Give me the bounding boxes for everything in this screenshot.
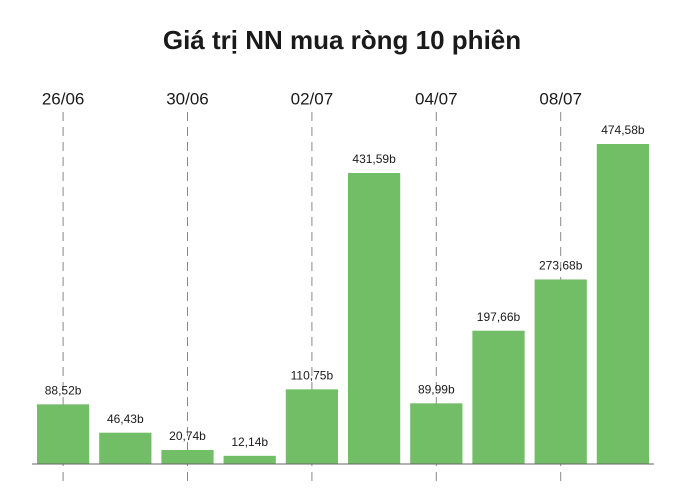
value-label: 273,68b: [539, 259, 583, 273]
bar: [472, 330, 525, 464]
x-tick-label: 26/06: [42, 89, 85, 108]
bar: [534, 279, 587, 464]
value-label: 46,43b: [107, 412, 144, 426]
chart-title: Giá trị NN mua ròng 10 phiên: [163, 25, 521, 55]
x-tick-label: 04/07: [415, 89, 458, 108]
x-tick-label: 02/07: [291, 89, 334, 108]
value-label: 12,14b: [231, 435, 268, 449]
bar: [161, 450, 214, 464]
value-label: 474,58b: [601, 123, 645, 137]
bar: [223, 455, 276, 464]
value-label: 110,75b: [291, 368, 334, 382]
bar: [596, 144, 650, 464]
value-label: 197,66b: [477, 310, 521, 324]
bar: [410, 403, 463, 464]
value-label: 20,74b: [169, 429, 206, 443]
x-tick-label: 30/06: [166, 89, 209, 108]
bar: [36, 404, 90, 464]
bar: [347, 172, 401, 465]
value-label: 89,99b: [418, 382, 455, 396]
bar: [285, 389, 339, 464]
value-label: 431,59b: [352, 152, 396, 166]
value-label: 88,52b: [45, 383, 82, 397]
x-tick-label: 08/07: [539, 89, 582, 108]
bar: [99, 432, 152, 464]
